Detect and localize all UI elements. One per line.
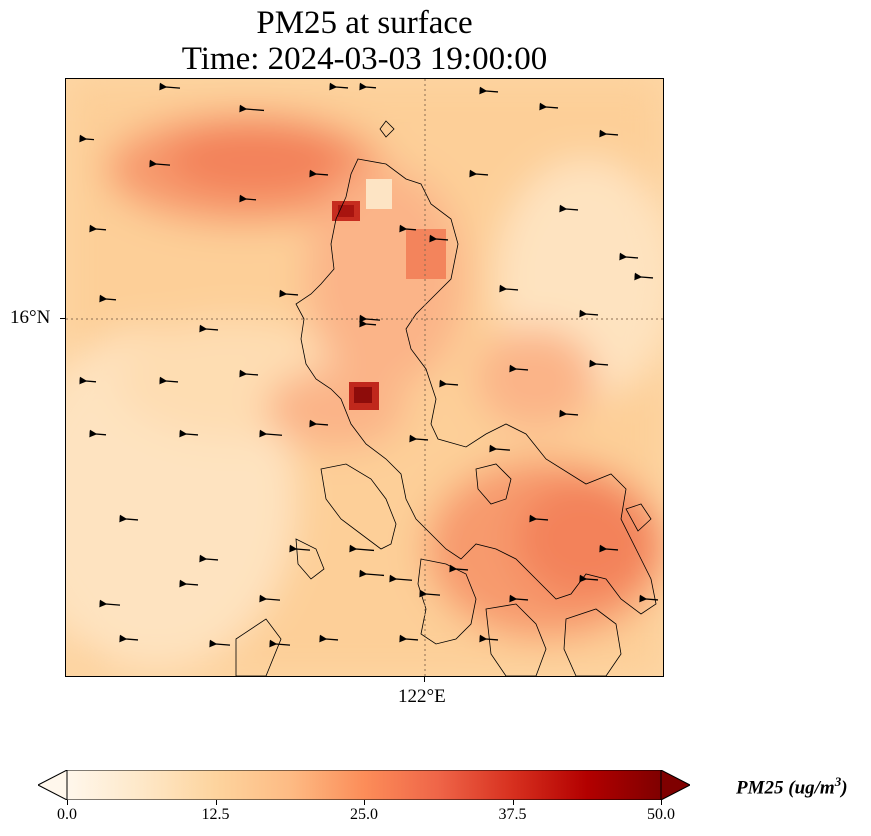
wind-vectors — [79, 82, 659, 648]
colorbar-extend-low — [36, 769, 68, 801]
map-title: PM25 at surface — [256, 5, 473, 41]
wind-arrow — [99, 294, 117, 303]
wind-arrow — [399, 634, 419, 643]
colorbar-tick-mark — [215, 800, 217, 805]
pm25-map — [65, 78, 664, 677]
lat-tick-label: 16°N — [10, 307, 51, 328]
colorbar-tick-mark — [661, 800, 662, 805]
coastlines — [235, 120, 657, 676]
wind-arrow — [479, 634, 499, 643]
wind-arrow — [449, 564, 469, 573]
wind-arrow — [539, 102, 559, 111]
wind-arrow — [639, 594, 659, 603]
wind-arrow — [359, 314, 381, 323]
wind-arrow — [439, 379, 459, 388]
wind-arrow — [99, 599, 121, 608]
wind-arrow — [89, 429, 107, 438]
colorbar-tick-label: 25.0 — [350, 806, 378, 823]
colorbar-tick-label: 0.0 — [57, 806, 77, 823]
wind-arrow — [599, 544, 619, 553]
wind-arrow — [389, 574, 413, 583]
wind-arrow — [329, 82, 349, 91]
wind-arrow — [259, 429, 283, 438]
lat-tick-mark — [60, 318, 65, 319]
wind-arrow — [119, 514, 139, 523]
wind-arrow — [309, 419, 329, 428]
colorbar-tick-label: 12.5 — [201, 806, 230, 823]
wind-arrow — [79, 376, 97, 385]
wind-arrow — [119, 634, 139, 643]
wind-arrow — [359, 82, 377, 91]
wind-arrow — [579, 309, 599, 318]
wind-arrow — [509, 594, 529, 603]
wind-arrow — [559, 409, 579, 418]
wind-arrow — [409, 434, 429, 443]
wind-arrow — [159, 82, 181, 91]
wind-arrow — [89, 224, 107, 233]
wind-arrow — [589, 359, 609, 368]
wind-arrow — [79, 134, 95, 143]
map-time: Time: 2024-03-03 19:00:00 — [181, 41, 548, 77]
wind-arrow — [239, 194, 257, 203]
colorbar-tick-mark — [512, 800, 514, 805]
wind-arrow — [509, 364, 529, 373]
wind-arrow — [259, 594, 281, 603]
wind-arrow — [319, 634, 339, 643]
wind-arrow — [199, 554, 219, 563]
wind-arrow — [469, 169, 489, 178]
pm25-field — [66, 79, 663, 676]
wind-arrow — [634, 272, 654, 281]
wind-arrow — [289, 544, 311, 553]
wind-arrow — [559, 204, 579, 213]
wind-arrow — [279, 289, 299, 298]
wind-arrow — [489, 444, 511, 453]
colorbar-tick-label: 50.0 — [647, 806, 675, 823]
wind-arrow — [239, 369, 259, 378]
wind-arrow — [359, 319, 377, 328]
wind-arrow — [309, 169, 329, 178]
lon-tick-mark — [424, 677, 425, 682]
wind-arrow — [579, 574, 599, 583]
wind-arrow — [269, 639, 291, 648]
wind-arrow — [149, 159, 171, 168]
wind-arrow — [209, 639, 231, 648]
wind-arrow — [179, 579, 199, 588]
wind-arrow — [599, 129, 619, 138]
lon-tick-label: 122°E — [398, 686, 446, 707]
wind-arrow — [349, 544, 375, 553]
wind-arrow — [159, 376, 179, 385]
wind-arrow — [619, 252, 639, 261]
colorbar — [36, 769, 692, 801]
pm25-hotspots — [332, 179, 446, 410]
wind-arrow — [359, 569, 385, 578]
colorbar-extend-high — [660, 769, 692, 801]
colorbar-tick-mark — [364, 800, 365, 805]
wind-arrow — [179, 429, 199, 438]
wind-arrow — [499, 284, 519, 293]
colorbar-body — [66, 769, 662, 801]
wind-arrow — [239, 104, 265, 113]
wind-arrow — [529, 514, 549, 523]
colorbar-label: PM25 (ug/m3) — [736, 774, 848, 799]
wind-arrow — [419, 589, 441, 598]
wind-arrow — [199, 324, 219, 333]
wind-arrow — [429, 234, 449, 243]
colorbar-tick-mark — [67, 800, 68, 805]
colorbar-tick-label: 37.5 — [498, 806, 527, 823]
wind-arrow — [399, 224, 417, 233]
wind-arrow — [479, 86, 499, 95]
